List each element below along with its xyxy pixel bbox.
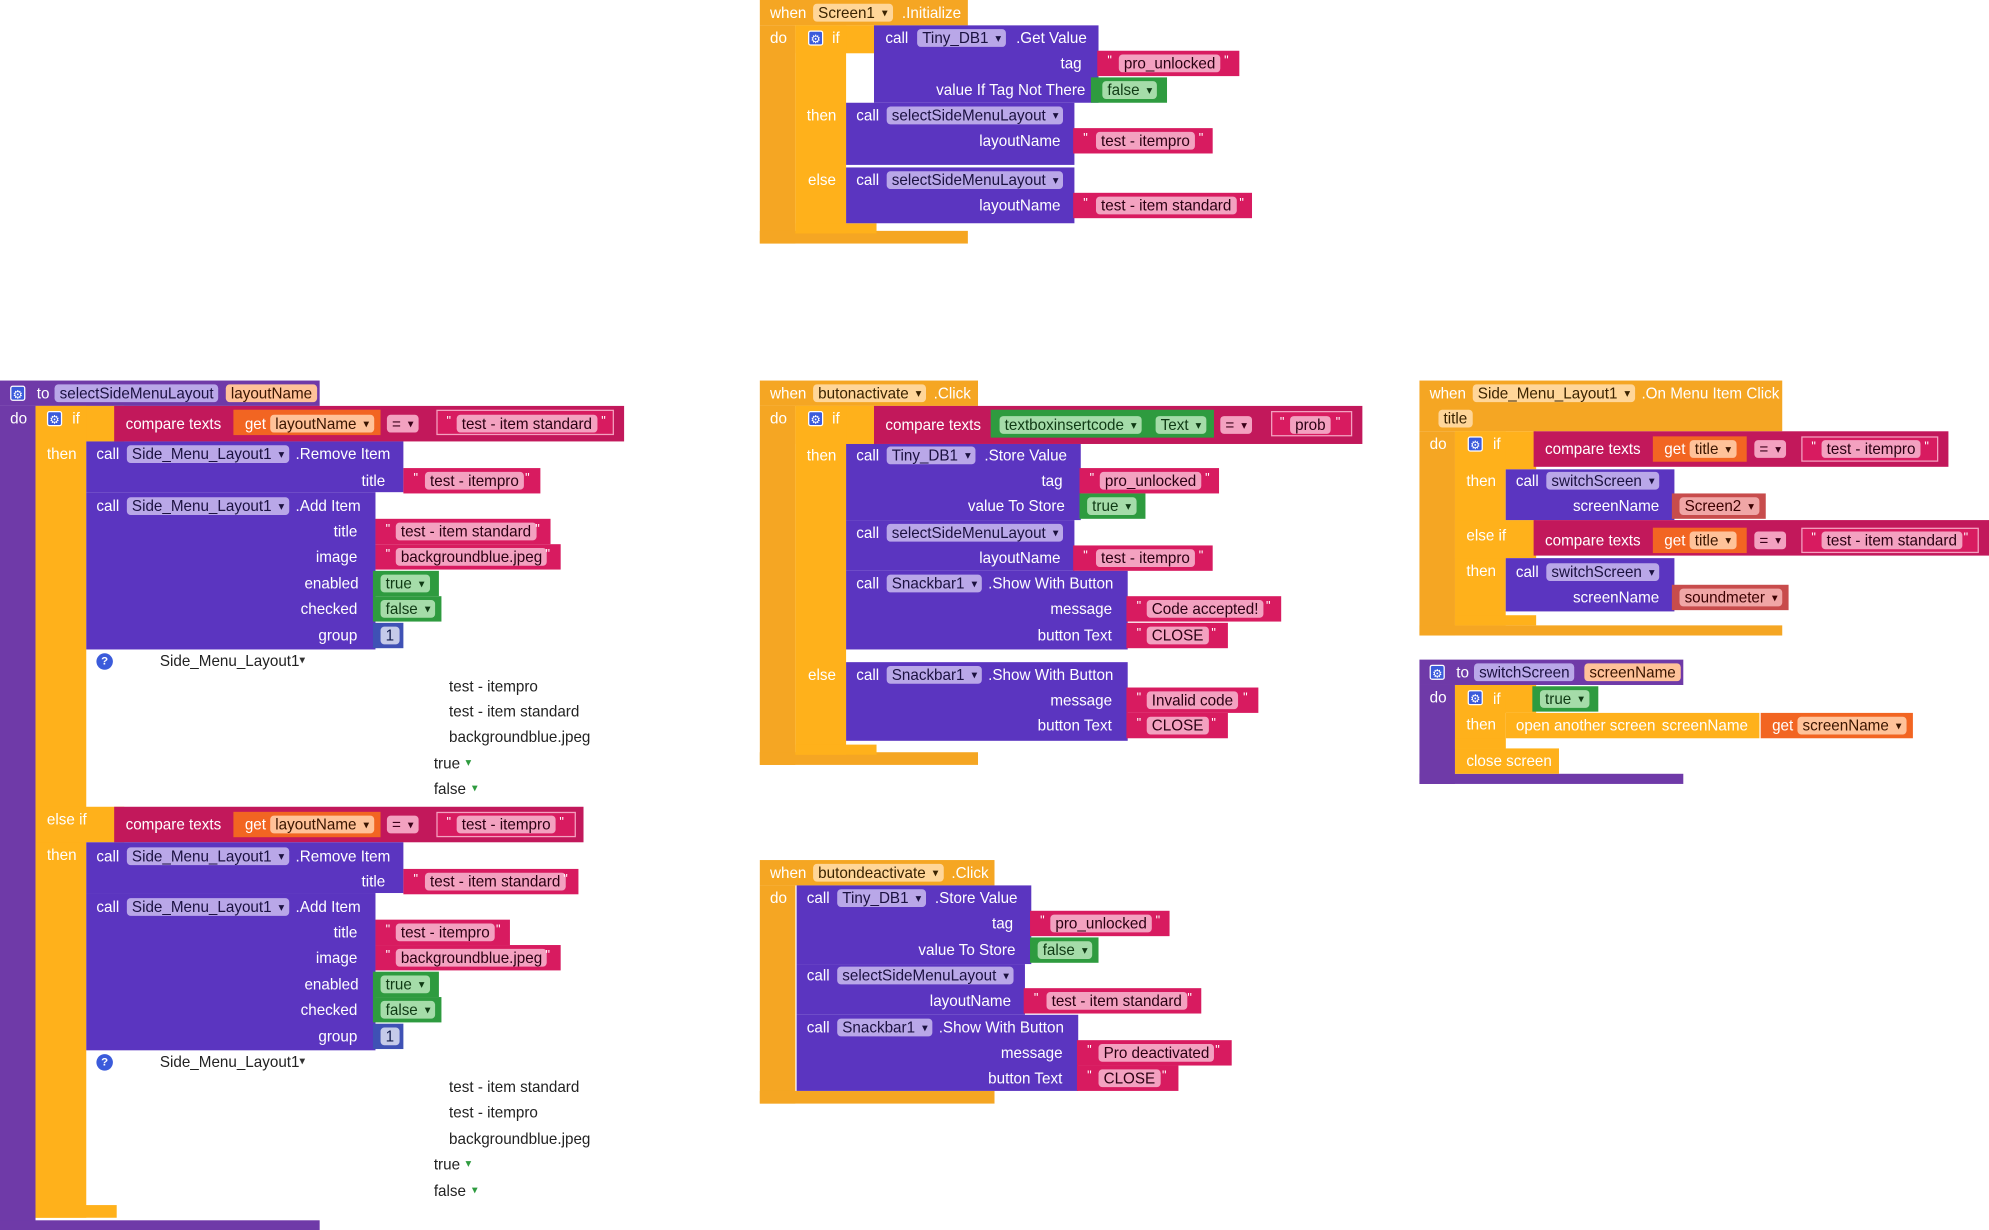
button-text-value[interactable]: CLOSE <box>1146 716 1209 735</box>
compare-op-dropdown[interactable]: = <box>386 414 419 433</box>
snackbar-dropdown[interactable]: Snackbar1 <box>886 574 983 593</box>
proc-dropdown[interactable]: selectSideMenuLayout <box>886 523 1064 542</box>
add-item-block[interactable] <box>86 893 376 1051</box>
compare-op-dropdown[interactable]: = <box>1754 531 1787 550</box>
chevron-down-icon[interactable]: ▾ <box>471 781 478 795</box>
side-menu-dropdown[interactable]: Side_Menu_Layout1 <box>126 445 290 464</box>
help-icon[interactable]: ? <box>96 653 113 670</box>
getvalue-label: .Get Value <box>1016 29 1087 47</box>
layout-value[interactable]: test - item standard <box>1095 196 1237 215</box>
layout-value[interactable]: test - itempro <box>1095 131 1195 150</box>
get-dropdown[interactable]: screenName <box>1797 716 1907 735</box>
compare-op-dropdown[interactable]: = <box>1220 416 1253 434</box>
add-item-block[interactable] <box>86 492 376 650</box>
open-another-screen-block[interactable] <box>1505 712 1760 739</box>
chevron-down-icon[interactable]: ▾ <box>471 1183 478 1197</box>
proc-dropdown[interactable]: selectSideMenuLayout <box>886 106 1064 125</box>
snackbar-dropdown[interactable]: Snackbar1 <box>837 1018 933 1037</box>
chevron-down-icon[interactable]: ▾ <box>299 653 306 666</box>
default-label: value If Tag Not There <box>936 81 1086 99</box>
side-menu-dropdown[interactable]: Side_Menu_Layout1 <box>126 847 290 866</box>
get-dropdown[interactable]: layoutName <box>270 414 375 433</box>
snackbar-dropdown[interactable]: Snackbar1 <box>886 665 983 684</box>
param-title[interactable]: title <box>1438 409 1473 428</box>
message-value[interactable]: Code accepted! <box>1146 600 1264 618</box>
get-dropdown[interactable]: title <box>1689 440 1737 458</box>
side-menu-dropdown[interactable]: Side_Menu_Layout1 <box>1472 384 1636 403</box>
textbox-dropdown[interactable]: textboxinsertcode <box>999 416 1142 434</box>
procedure-name[interactable]: switchScreen <box>1473 663 1575 682</box>
param-screenname[interactable]: screenName <box>1584 663 1681 682</box>
tinydb-dropdown[interactable]: Tiny_DB1 <box>837 889 927 907</box>
message-value[interactable]: Invalid code <box>1146 691 1239 710</box>
gear-icon[interactable]: ⚙ <box>46 410 63 427</box>
when-label: when <box>769 3 807 22</box>
proc-dropdown[interactable]: selectSideMenuLayout <box>837 966 1015 985</box>
proc-dropdown[interactable]: switchScreen <box>1546 563 1660 581</box>
tinydb-dropdown[interactable]: Tiny_DB1 <box>917 29 1007 47</box>
screen1-dropdown[interactable]: Screen1 <box>813 3 893 22</box>
gear-icon[interactable]: ⚙ <box>1429 664 1445 680</box>
get-dropdown[interactable]: title <box>1689 531 1737 550</box>
code-value[interactable]: prob <box>1290 416 1331 434</box>
helper-component: Side_Menu_Layout1 <box>159 1052 300 1071</box>
proc-dropdown[interactable]: selectSideMenuLayout <box>886 171 1064 190</box>
button-dropdown[interactable]: butondeactivate <box>813 863 944 882</box>
compare-op-dropdown[interactable]: = <box>1754 440 1787 458</box>
screen-dropdown[interactable]: Screen2 <box>1679 497 1760 516</box>
gear-icon[interactable]: ⚙ <box>808 410 824 427</box>
param-layoutname[interactable]: layoutName <box>225 384 318 403</box>
tag-label: tag <box>1060 54 1082 73</box>
gear-icon[interactable]: ⚙ <box>808 30 824 46</box>
close-screen-block[interactable] <box>1454 748 1559 774</box>
else-label: else <box>808 171 836 190</box>
do-label: do <box>769 29 787 47</box>
help-icon[interactable]: ? <box>96 1054 113 1071</box>
proc-dropdown[interactable]: switchScreen <box>1546 471 1660 490</box>
call-label: call <box>885 29 909 47</box>
message-value[interactable]: Pro deactivated <box>1098 1043 1215 1062</box>
tag-value[interactable]: pro_unlocked <box>1118 54 1221 73</box>
compare-op-dropdown[interactable]: = <box>386 815 419 834</box>
procedure-name[interactable]: selectSideMenuLayout <box>54 384 219 403</box>
gear-icon[interactable]: ⚙ <box>1467 436 1483 452</box>
helper-component: Side_Menu_Layout1 <box>159 652 300 670</box>
button-text-value[interactable]: CLOSE <box>1098 1069 1161 1088</box>
screen-dropdown[interactable]: soundmeter <box>1679 588 1783 607</box>
initialize-label: .Initialize <box>901 3 962 22</box>
chevron-down-icon[interactable]: ▾ <box>299 1054 306 1067</box>
button-text-value[interactable]: CLOSE <box>1146 626 1209 645</box>
get-dropdown[interactable]: layoutName <box>270 815 375 834</box>
tinydb-dropdown[interactable]: Tiny_DB1 <box>886 446 976 465</box>
side-menu-dropdown[interactable]: Side_Menu_Layout1 <box>126 497 290 516</box>
gear-icon[interactable]: ⚙ <box>1467 690 1483 706</box>
property-dropdown[interactable]: Text <box>1155 416 1207 434</box>
button-dropdown[interactable]: butonactivate <box>813 384 927 403</box>
chevron-down-icon[interactable]: ▾ <box>465 756 472 769</box>
gear-icon[interactable]: ⚙ <box>10 385 26 401</box>
chevron-down-icon[interactable]: ▾ <box>465 1156 472 1170</box>
if-label: if <box>832 29 840 47</box>
then-label: then <box>806 106 837 125</box>
side-menu-dropdown[interactable]: Side_Menu_Layout1 <box>126 898 290 916</box>
false-dropdown[interactable]: false <box>1102 81 1158 99</box>
